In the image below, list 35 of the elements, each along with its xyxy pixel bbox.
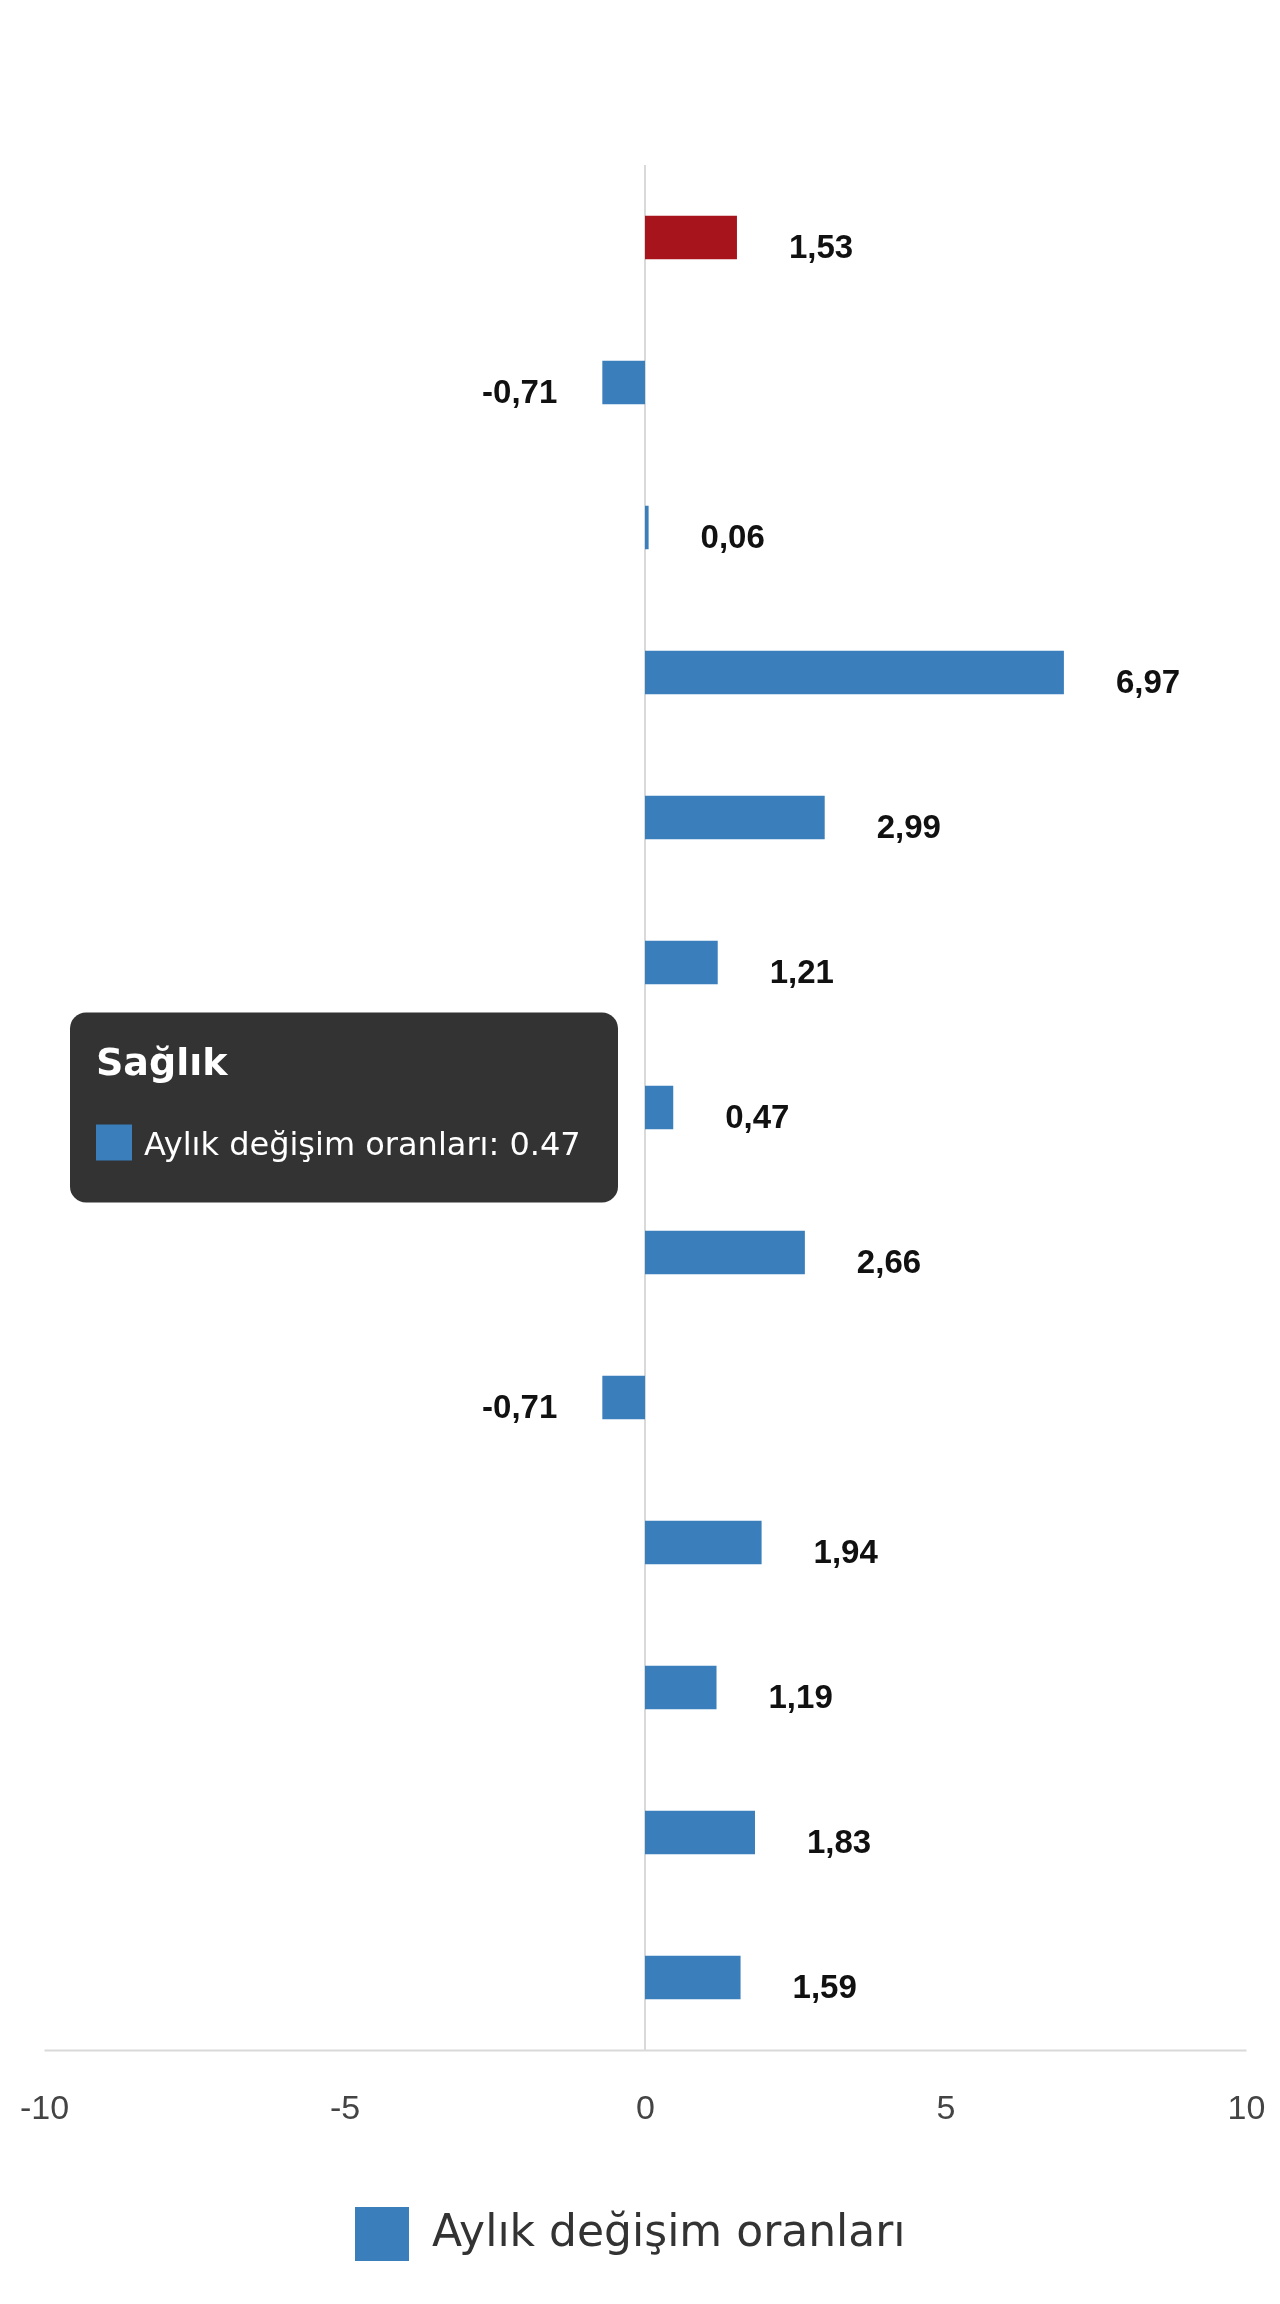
bar <box>602 1375 645 1420</box>
data-label: -0,71 <box>482 372 558 410</box>
bar <box>645 1665 717 1710</box>
bar <box>645 505 649 550</box>
bar <box>645 215 737 260</box>
legend-label: Aylık değişim oranları <box>432 2205 906 2256</box>
bar <box>645 1520 762 1565</box>
bar <box>645 1085 674 1130</box>
bar <box>645 795 825 840</box>
bar <box>645 1955 741 2000</box>
tooltip-box: Sağlık Aylık değişim oranları: 0.47 <box>70 1012 618 1203</box>
data-label: 2,99 <box>876 807 941 845</box>
x-tick-label: 0 <box>636 2088 655 2127</box>
data-label: -0,71 <box>482 1387 558 1425</box>
data-label: 1,59 <box>792 1967 857 2005</box>
annotation: Sağlık <box>96 1039 229 1084</box>
data-label: 1,19 <box>768 1677 833 1715</box>
bar <box>645 1230 805 1275</box>
data-label: 1,21 <box>769 952 834 990</box>
data-label: 0,06 <box>700 517 765 555</box>
bar <box>645 650 1064 695</box>
bar <box>645 1810 755 1855</box>
bar <box>645 940 718 985</box>
bar <box>602 360 645 405</box>
x-tick-label: -10 <box>19 2088 70 2127</box>
data-label: 1,94 <box>813 1532 879 1570</box>
x-tick-label: 10 <box>1227 2088 1266 2127</box>
annotation: Aylık değişim oranları: 0.47 <box>144 1124 581 1163</box>
data-label: 6,97 <box>1115 662 1181 700</box>
data-label: 1,53 <box>788 227 854 265</box>
x-tick-label: 5 <box>936 2088 956 2127</box>
data-label: 0,47 <box>725 1097 790 1135</box>
data-label: 2,66 <box>856 1242 922 1280</box>
data-label: 1,83 <box>806 1822 872 1860</box>
x-tick-label: -5 <box>329 2088 361 2127</box>
